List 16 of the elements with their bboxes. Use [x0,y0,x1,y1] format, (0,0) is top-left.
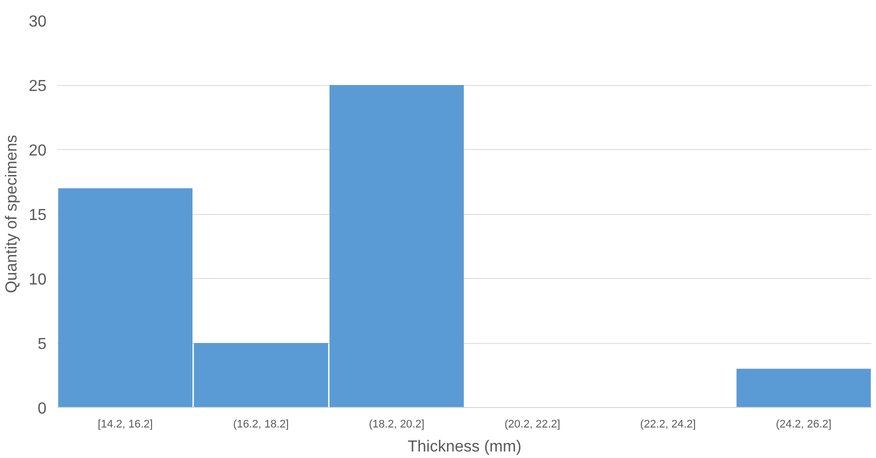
y-tick-label: 5 [38,336,47,353]
y-tick-label: 0 [38,400,47,418]
bar [736,368,871,408]
x-tick-label: (18.2, 20.2] [368,418,424,430]
x-tick-label: (16.2, 18.2] [233,418,289,430]
x-tick-label: (24.2, 26.2] [776,418,832,430]
x-axis-title: Thickness (mm) [408,438,522,456]
y-tick-label: 15 [28,207,47,224]
y-tick-label: 30 [28,14,47,30]
y-tick-label: 20 [28,142,47,160]
x-tick-label: (20.2, 22.2] [504,418,560,430]
x-tick-label: [14.2, 16.2] [98,418,153,430]
x-tick-label: (22.2, 24.2] [640,418,696,430]
y-tick-label: 10 [28,272,47,288]
y-axis-title: Quantity of specimens [4,134,21,294]
y-tick-label: 25 [28,78,47,95]
